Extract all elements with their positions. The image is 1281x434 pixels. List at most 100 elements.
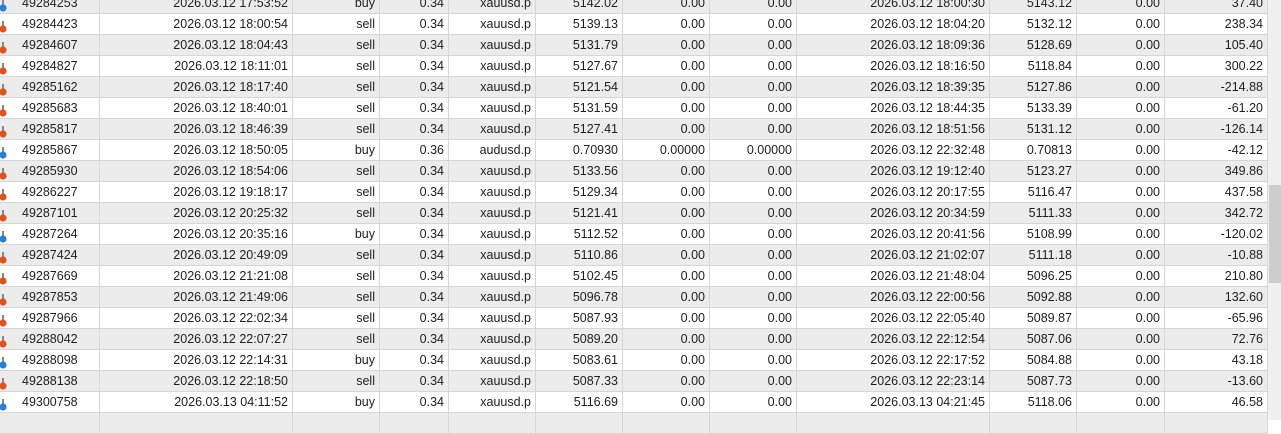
sl-text: 0.00 xyxy=(680,395,705,409)
table-row[interactable]: 49287669 2026.03.12 21:21:08 sell 0.34 xauus… xyxy=(0,266,1268,287)
swap-text: 0.00 xyxy=(1135,311,1160,325)
cell-tp: 0.00 xyxy=(710,0,797,13)
cell-open-price: 5129.34 xyxy=(536,182,623,202)
cell-sl: 0.00 xyxy=(623,35,710,55)
cell-open-price: 5102.45 xyxy=(536,266,623,286)
table-row[interactable]: 49286227 2026.03.12 19:18:17 sell 0.34 xauus… xyxy=(0,182,1268,203)
close-time-text: 2026.03.12 20:41:56 xyxy=(870,227,985,241)
cell-symbol: xauusd.p xyxy=(449,182,536,202)
volume-text: 0.34 xyxy=(419,164,444,178)
volume-text: 0.34 xyxy=(419,311,444,325)
close-price-text: 5131.12 xyxy=(1026,122,1072,136)
profit-text: 349.86 xyxy=(1224,164,1263,178)
open-time-text: 2026.03.12 18:11:01 xyxy=(174,59,288,73)
volume-text: 0.34 xyxy=(419,395,444,409)
table-row[interactable]: 49287264 2026.03.12 20:35:16 buy 0.34 xauusd… xyxy=(0,224,1268,245)
cell-profit: -65.96 xyxy=(1165,308,1268,328)
table-row[interactable]: 49285867 2026.03.12 18:50:05 buy 0.36 audusd… xyxy=(0,140,1268,161)
open-time-text: 2026.03.12 20:35:16 xyxy=(173,227,288,241)
vertical-scrollbar[interactable] xyxy=(1268,0,1281,420)
open-time-text: 2026.03.12 21:49:06 xyxy=(173,290,288,304)
cell-sl: 0.00 xyxy=(623,161,710,181)
ticket-text: 49287669 xyxy=(22,269,78,283)
cell-type: sell xyxy=(293,329,380,349)
close-price-text: 5123.27 xyxy=(1026,164,1072,178)
cell-tp: 0.00 xyxy=(710,14,797,34)
close-price-text: 5108.99 xyxy=(1026,227,1072,241)
open-time-text: 2026.03.12 20:49:09 xyxy=(173,248,288,262)
ticket-text: 49285162 xyxy=(22,80,78,94)
cell-symbol: xauusd.p xyxy=(449,119,536,139)
table-row[interactable]: 49288138 2026.03.12 22:18:50 sell 0.34 xauus… xyxy=(0,371,1268,392)
type-text: buy xyxy=(354,227,375,241)
cell-type: sell xyxy=(293,77,380,97)
close-time-text: 2026.03.12 18:00:30 xyxy=(870,0,985,10)
buy-order-icon xyxy=(0,0,7,12)
cell-tp: 0.00 xyxy=(710,203,797,223)
cell-open-time: 2026.03.12 22:14:31 xyxy=(100,350,293,370)
symbol-text: xauusd.p xyxy=(480,353,531,367)
profit-text: -120.02 xyxy=(1220,227,1263,241)
symbol-text: xauusd.p xyxy=(480,248,531,262)
cell-ticket: 49288098 xyxy=(0,350,100,370)
table-row[interactable] xyxy=(0,413,1268,434)
table-row[interactable]: 49287853 2026.03.12 21:49:06 sell 0.34 xauus… xyxy=(0,287,1268,308)
volume-text: 0.34 xyxy=(419,290,444,304)
table-row[interactable]: 49288042 2026.03.12 22:07:27 sell 0.34 xauus… xyxy=(0,329,1268,350)
table-row[interactable]: 49284607 2026.03.12 18:04:43 sell 0.34 xauus… xyxy=(0,35,1268,56)
symbol-text: xauusd.p xyxy=(480,185,531,199)
ticket-text: 49285817 xyxy=(22,122,78,136)
open-price-text: 5127.67 xyxy=(572,59,618,73)
table-row[interactable]: 49285930 2026.03.12 18:54:06 sell 0.34 xauus… xyxy=(0,161,1268,182)
cell-volume: 0.34 xyxy=(380,98,449,118)
buy-order-icon xyxy=(0,147,7,159)
table-row[interactable]: 49288098 2026.03.12 22:14:31 buy 0.34 xauusd… xyxy=(0,350,1268,371)
sl-text: 0.00 xyxy=(680,374,705,388)
table-row[interactable]: 49287101 2026.03.12 20:25:32 sell 0.34 xauus… xyxy=(0,203,1268,224)
cell-close-time: 2026.03.12 18:44:35 xyxy=(797,98,990,118)
table-row[interactable]: 49285683 2026.03.12 18:40:01 sell 0.34 xauus… xyxy=(0,98,1268,119)
table-row[interactable]: 49300758 2026.03.13 04:11:52 buy 0.34 xauusd… xyxy=(0,392,1268,413)
close-price-text: 5111.33 xyxy=(1028,206,1072,220)
cell-ticket: 49287424 xyxy=(0,245,100,265)
table-row[interactable]: 49285817 2026.03.12 18:46:39 sell 0.34 xauus… xyxy=(0,119,1268,140)
close-time-text: 2026.03.12 18:09:36 xyxy=(870,38,985,52)
table-row[interactable]: 49284253 2026.03.12 17:53:52 buy 0.34 xauusd… xyxy=(0,0,1268,14)
cell-tp: 0.00 xyxy=(710,266,797,286)
close-price-text: 5133.39 xyxy=(1026,101,1072,115)
profit-text: 37.40 xyxy=(1231,0,1263,10)
close-price-text: 5084.88 xyxy=(1026,353,1072,367)
close-price-text: 5118.84 xyxy=(1027,59,1072,73)
cell-close-price: 5131.12 xyxy=(990,119,1077,139)
cell-swap: 0.00 xyxy=(1077,371,1165,391)
cell-symbol: xauusd.p xyxy=(449,308,536,328)
cell-close-time: 2026.03.12 22:32:48 xyxy=(797,140,990,160)
type-text: sell xyxy=(356,290,375,304)
profit-text: 210.80 xyxy=(1224,269,1263,283)
cell-volume: 0.34 xyxy=(380,287,449,307)
cell-type: buy xyxy=(293,140,380,160)
cell-swap: 0.00 xyxy=(1077,266,1165,286)
scrollbar-thumb[interactable] xyxy=(1269,185,1281,283)
swap-text: 0.00 xyxy=(1135,185,1160,199)
table-row[interactable]: 49284827 2026.03.12 18:11:01 sell 0.34 xauus… xyxy=(0,56,1268,77)
cell-symbol: xauusd.p xyxy=(449,329,536,349)
cell-sl: 0.00 xyxy=(623,203,710,223)
swap-text: 0.00 xyxy=(1135,143,1160,157)
cell-symbol: xauusd.p xyxy=(449,371,536,391)
table-row[interactable]: 49287966 2026.03.12 22:02:34 sell 0.34 xauus… xyxy=(0,308,1268,329)
table-row[interactable]: 49284423 2026.03.12 18:00:54 sell 0.34 xauus… xyxy=(0,14,1268,35)
table-row[interactable]: 49287424 2026.03.12 20:49:09 sell 0.34 xauus… xyxy=(0,245,1268,266)
cell-open-price: 5121.54 xyxy=(536,77,623,97)
cell-sl: 0.00 xyxy=(623,287,710,307)
close-time-text: 2026.03.12 22:05:40 xyxy=(870,311,985,325)
table-row[interactable]: 49285162 2026.03.12 18:17:40 sell 0.34 xauus… xyxy=(0,77,1268,98)
cell-open-time: 2026.03.12 21:49:06 xyxy=(100,287,293,307)
sell-order-icon xyxy=(0,21,7,33)
cell-symbol: xauusd.p xyxy=(449,392,536,412)
ticket-text: 49285867 xyxy=(22,143,78,157)
cell-close-price: 0.70813 xyxy=(990,140,1077,160)
swap-text: 0.00 xyxy=(1135,332,1160,346)
cell-swap xyxy=(1077,413,1165,433)
buy-order-icon xyxy=(0,357,7,369)
